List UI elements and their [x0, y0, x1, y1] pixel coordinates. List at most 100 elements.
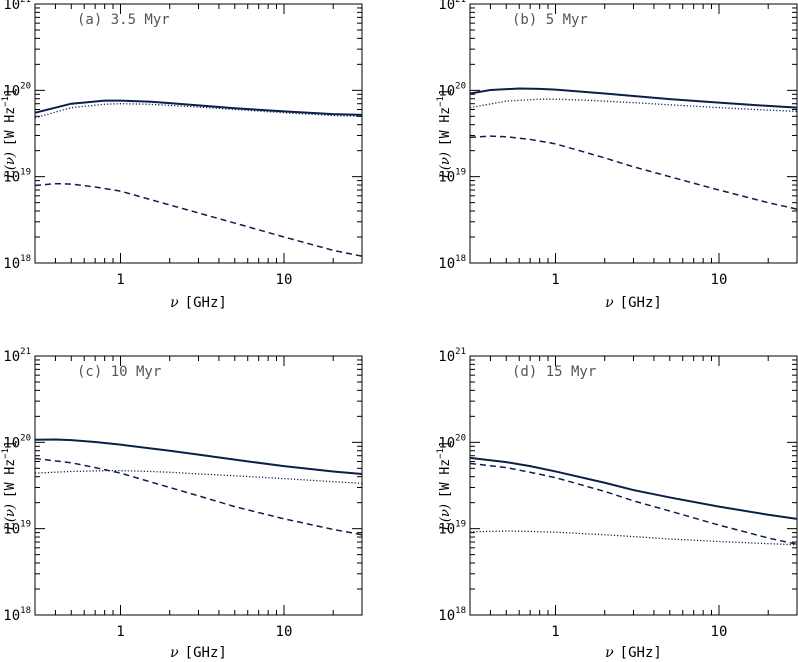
y-axis-label: L(ν) [W Hz−1]: [1, 440, 18, 532]
y-tick-label: 1021: [3, 347, 31, 365]
x-tick-label: 1: [116, 624, 124, 640]
x-tick-label: 1: [551, 272, 559, 288]
y-tick-base: 10: [438, 170, 455, 186]
y-axis-unit: [W Hz: [3, 107, 18, 146]
y-tick-label: 1020: [3, 81, 31, 99]
x-tick-label: 10: [276, 272, 293, 288]
y-tick-exponent: 20: [455, 81, 466, 91]
y-axis-symbol: L(ν): [3, 152, 18, 180]
y-tick-label: 1018: [438, 254, 466, 272]
y-tick-exponent: 20: [455, 433, 466, 443]
y-axis-unit-close: ]: [438, 440, 453, 448]
panel-label: (a) 3.5 Myr: [77, 12, 170, 28]
y-tick-base: 10: [3, 349, 20, 365]
y-axis-unit-close: ]: [3, 440, 18, 448]
x-axis-symbol: ν: [605, 295, 614, 311]
y-axis-symbol: L(ν): [3, 504, 18, 532]
x-tick-label: 10: [276, 624, 293, 640]
y-tick-exponent: 21: [20, 0, 31, 5]
y-tick-base: 10: [438, 0, 455, 13]
y-tick-base: 10: [438, 435, 455, 451]
y-tick-exponent: 21: [455, 0, 466, 5]
y-tick-base: 10: [3, 522, 20, 538]
x-axis-unit: [GHz]: [620, 295, 662, 311]
y-axis-unit-exponent: −1: [436, 96, 446, 107]
series-line-dashed: [35, 182, 362, 257]
x-axis-label: ν [GHz]: [605, 295, 662, 311]
y-tick-base: 10: [3, 608, 20, 624]
y-tick-label: 1018: [3, 606, 31, 624]
series-line-solid: [470, 87, 797, 109]
y-tick-exponent: 19: [455, 168, 466, 178]
series-line-solid: [35, 99, 362, 116]
series-line-dashed: [470, 135, 797, 210]
y-axis-unit-close: ]: [438, 88, 453, 96]
series-line-dotted: [470, 530, 797, 546]
y-tick-label: 1021: [438, 0, 466, 13]
panel-label: (c) 10 Myr: [77, 364, 161, 380]
series-line-dashed: [35, 457, 362, 536]
y-axis-unit: [W Hz: [3, 459, 18, 498]
x-axis-symbol: ν: [170, 645, 179, 661]
y-tick-label: 1021: [438, 347, 466, 365]
panel-label: (d) 15 Myr: [512, 364, 596, 380]
y-tick-exponent: 19: [455, 520, 466, 530]
y-tick-base: 10: [438, 608, 455, 624]
y-tick-base: 10: [3, 256, 20, 272]
plot-frame: [469, 3, 798, 264]
y-tick-label: 1020: [438, 433, 466, 451]
y-tick-exponent: 18: [455, 606, 466, 616]
y-tick-base: 10: [438, 349, 455, 365]
y-tick-exponent: 20: [20, 433, 31, 443]
plot-frame: [34, 355, 363, 616]
y-tick-base: 10: [438, 256, 455, 272]
y-tick-base: 10: [3, 170, 20, 186]
y-tick-exponent: 19: [20, 168, 31, 178]
x-axis-symbol: ν: [170, 295, 179, 311]
x-axis-unit: [GHz]: [620, 645, 662, 661]
y-tick-base: 10: [3, 83, 20, 99]
y-tick-base: 10: [438, 83, 455, 99]
y-tick-label: 1021: [3, 0, 31, 13]
y-axis-label: L(ν) [W Hz−1]: [436, 440, 453, 532]
x-axis-symbol: ν: [605, 645, 614, 661]
x-axis-label: ν [GHz]: [605, 645, 662, 661]
y-axis-unit-exponent: −1: [1, 96, 11, 107]
x-axis-label: ν [GHz]: [170, 645, 227, 661]
y-axis-unit-close: ]: [3, 88, 18, 96]
y-axis-unit-exponent: −1: [1, 448, 11, 459]
y-tick-label: 1020: [3, 433, 31, 451]
series-line-dotted: [35, 469, 362, 484]
x-axis-unit: [GHz]: [185, 645, 227, 661]
series-line-solid: [35, 438, 362, 475]
y-axis-label: L(ν) [W Hz−1]: [436, 88, 453, 180]
y-tick-base: 10: [438, 522, 455, 538]
plot-frame: [469, 355, 798, 616]
panel-label: (b) 5 Myr: [512, 12, 588, 28]
y-tick-label: 1018: [3, 254, 31, 272]
x-tick-label: 10: [711, 624, 728, 640]
y-tick-label: 1020: [438, 81, 466, 99]
x-axis-label: ν [GHz]: [170, 295, 227, 311]
y-tick-exponent: 18: [20, 254, 31, 264]
y-tick-exponent: 21: [20, 347, 31, 357]
y-tick-exponent: 18: [20, 606, 31, 616]
y-axis-unit: [W Hz: [438, 459, 453, 498]
y-axis-symbol: L(ν): [438, 504, 453, 532]
plot-frame: [34, 3, 363, 264]
y-axis-unit-exponent: −1: [436, 448, 446, 459]
y-tick-exponent: 20: [20, 81, 31, 91]
y-tick-label: 1019: [438, 168, 466, 186]
y-axis-label: L(ν) [W Hz−1]: [1, 88, 18, 180]
x-tick-label: 1: [551, 624, 559, 640]
y-tick-label: 1019: [438, 520, 466, 538]
x-tick-label: 10: [711, 272, 728, 288]
y-tick-exponent: 21: [455, 347, 466, 357]
x-tick-label: 1: [116, 272, 124, 288]
y-tick-exponent: 19: [20, 520, 31, 530]
